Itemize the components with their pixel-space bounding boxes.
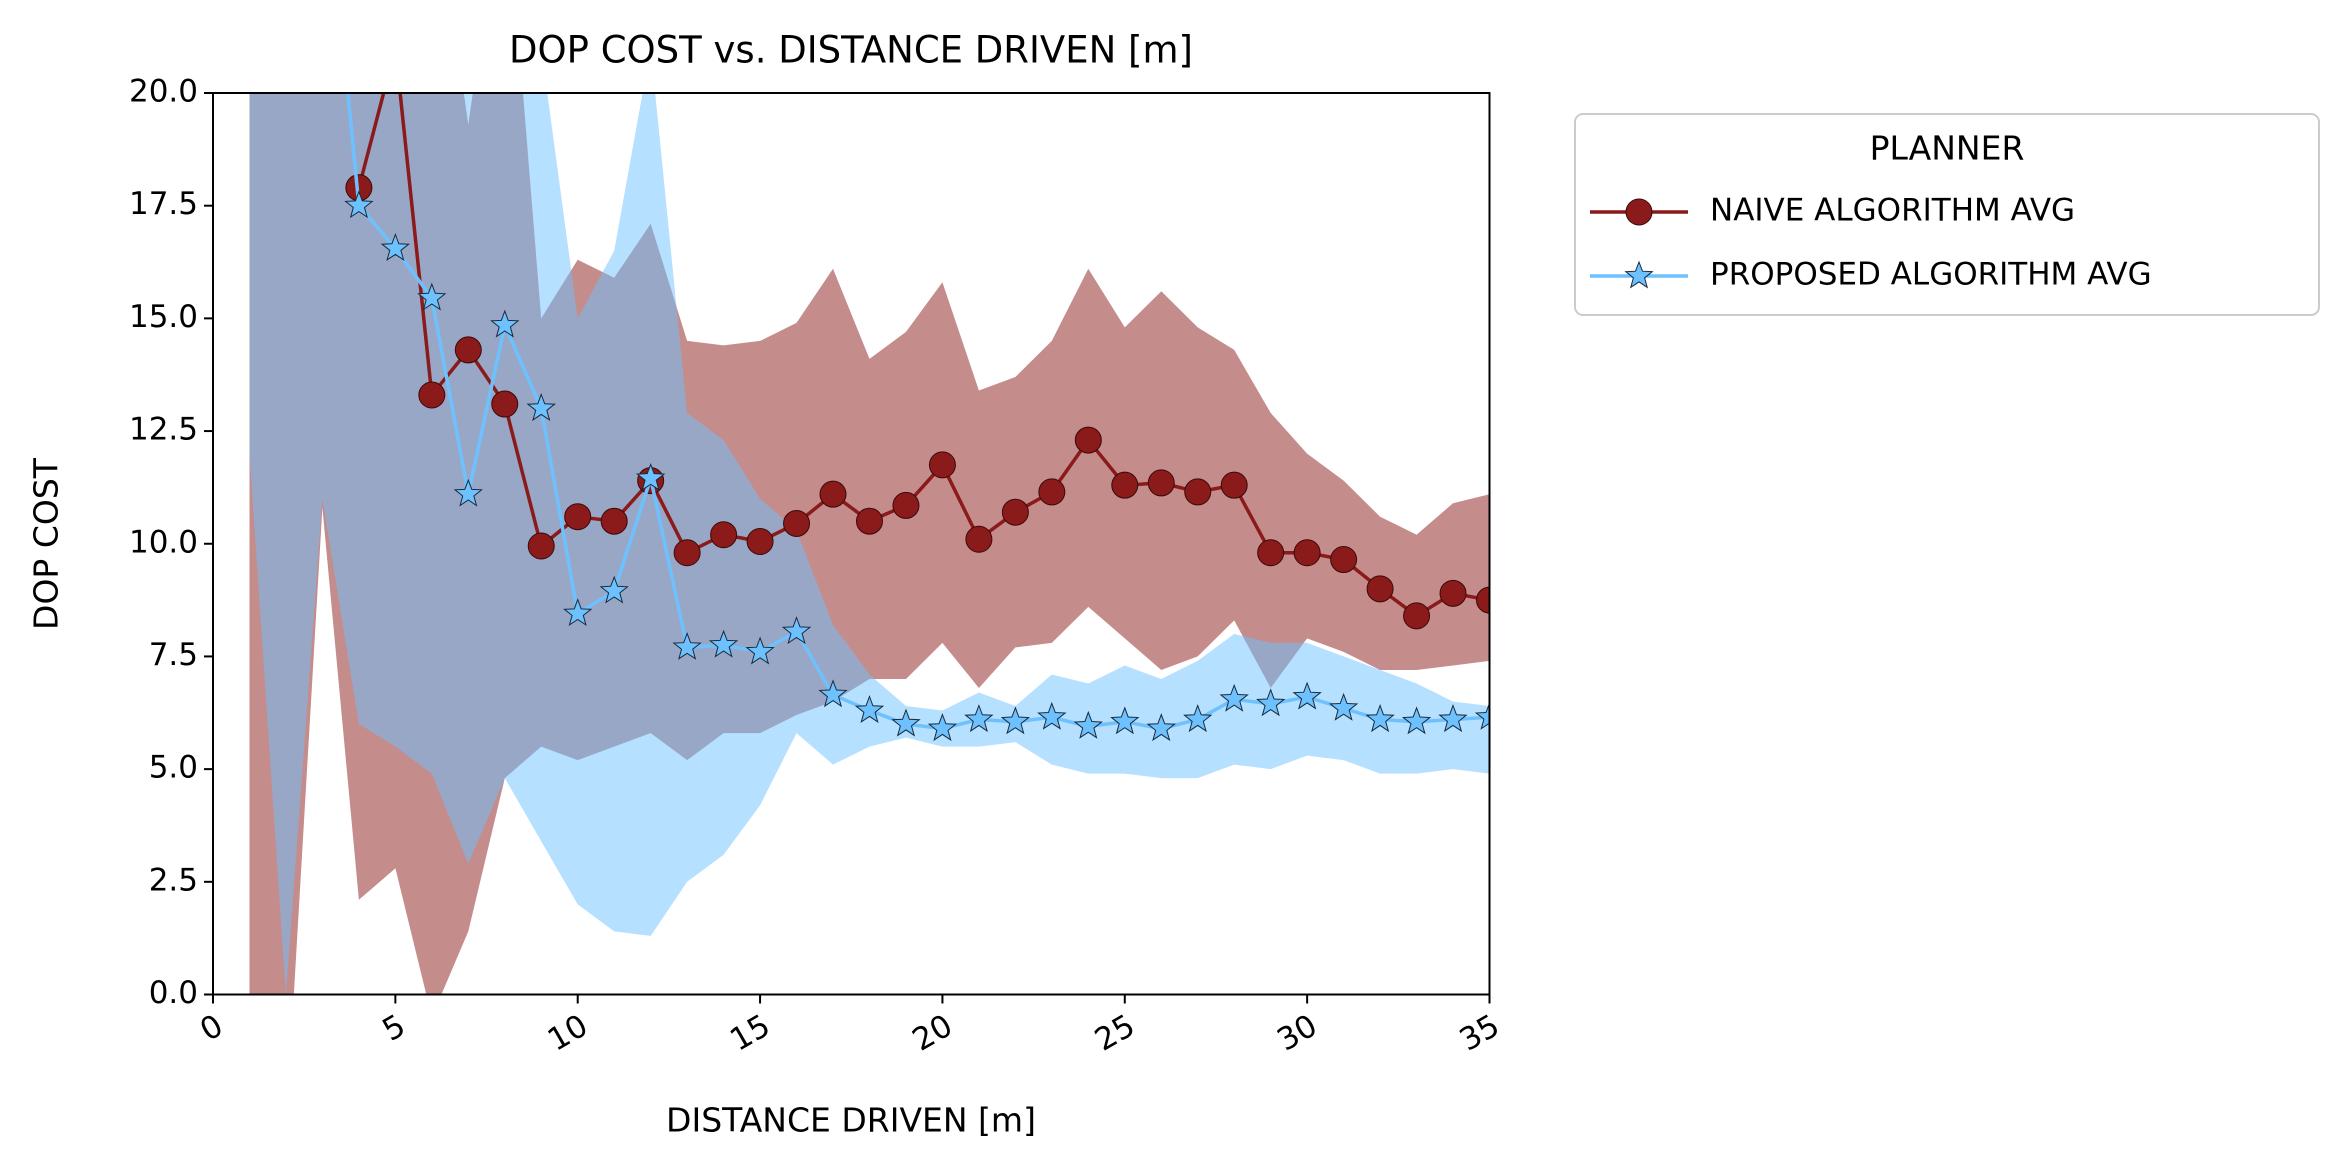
data-point xyxy=(600,507,628,535)
chart-title: DOP COST vs. DISTANCE DRIVEN [m] xyxy=(509,29,1193,72)
data-point xyxy=(1365,704,1395,733)
data-point xyxy=(1474,701,1490,730)
x-tick-label: 5 xyxy=(377,1008,412,1049)
data-point xyxy=(1183,704,1213,733)
data-point xyxy=(1401,706,1432,735)
y-tick-label: 20.0 xyxy=(129,74,198,110)
data-point xyxy=(1403,602,1431,630)
data-point xyxy=(1074,426,1102,454)
data-point xyxy=(1110,706,1140,735)
x-tick-label: 15 xyxy=(724,1008,776,1059)
x-tick-label: 30 xyxy=(1271,1008,1323,1059)
data-point xyxy=(1219,683,1249,712)
data-point xyxy=(1328,692,1359,721)
data-point xyxy=(454,336,482,364)
data-point xyxy=(564,503,592,531)
x-tick-label: 10 xyxy=(542,1008,594,1059)
x-tick-label: 0 xyxy=(194,1008,229,1049)
data-point xyxy=(854,695,885,724)
legend-label: PROPOSED ALGORITHM AVG xyxy=(1710,257,2152,293)
data-point xyxy=(1293,539,1321,567)
data-point xyxy=(892,491,920,519)
data-point xyxy=(710,521,738,549)
data-point xyxy=(1038,478,1066,506)
data-point xyxy=(1476,586,1490,614)
data-point xyxy=(1220,471,1248,499)
data-point xyxy=(417,282,447,311)
y-tick-label: 17.5 xyxy=(129,186,198,222)
y-tick-label: 5.0 xyxy=(149,750,198,786)
data-point xyxy=(745,636,775,665)
data-point xyxy=(1438,704,1468,733)
data-point xyxy=(965,525,993,553)
data-point xyxy=(382,35,408,61)
y-tick-label: 0.0 xyxy=(149,975,198,1011)
data-point xyxy=(1147,469,1175,497)
data-point xyxy=(855,507,883,535)
data-point xyxy=(1073,710,1103,739)
data-point xyxy=(781,616,812,645)
data-point xyxy=(1111,471,1139,499)
data-point xyxy=(891,708,921,737)
legend-title: PLANNER xyxy=(1870,129,2025,168)
data-point xyxy=(818,679,848,708)
legend-marker xyxy=(1624,260,1654,289)
y-tick-label: 12.5 xyxy=(129,412,198,448)
data-point xyxy=(563,598,593,627)
data-point xyxy=(673,539,701,567)
plot-area xyxy=(249,35,1490,995)
data-point xyxy=(1439,579,1467,607)
legend-label: NAIVE ALGORITHM AVG xyxy=(1710,193,2075,229)
x-tick-label: 35 xyxy=(1454,1008,1506,1059)
y-axis-label: DOP COST xyxy=(27,457,66,630)
data-point xyxy=(1037,701,1067,730)
data-point xyxy=(1330,546,1358,574)
data-point xyxy=(527,532,555,560)
y-tick-label: 2.5 xyxy=(149,862,198,898)
data-point xyxy=(746,527,774,555)
data-point xyxy=(635,462,666,491)
y-tick-label: 15.0 xyxy=(129,299,198,335)
data-point xyxy=(1257,539,1285,567)
x-tick-label: 25 xyxy=(1089,1008,1141,1059)
data-point xyxy=(928,451,956,479)
data-point xyxy=(1256,688,1286,717)
x-axis-label: DISTANCE DRIVEN [m] xyxy=(666,1101,1036,1140)
data-point xyxy=(1366,575,1394,603)
data-point xyxy=(491,390,519,418)
data-point xyxy=(599,575,629,604)
data-point xyxy=(964,704,994,733)
y-tick-label: 10.0 xyxy=(129,524,198,560)
data-point xyxy=(418,381,446,409)
y-tick-label: 7.5 xyxy=(149,637,198,673)
data-point xyxy=(672,631,702,660)
x-tick-label: 20 xyxy=(907,1008,959,1059)
data-point xyxy=(1146,713,1176,742)
error-band xyxy=(249,93,1490,995)
data-point xyxy=(380,233,411,261)
data-point xyxy=(1184,478,1212,506)
data-point xyxy=(526,393,556,422)
legend-box xyxy=(1574,113,2320,316)
data-point xyxy=(453,478,483,507)
data-point xyxy=(1001,498,1029,526)
data-point xyxy=(1000,706,1031,735)
data-point xyxy=(783,509,811,537)
data-point xyxy=(344,190,374,219)
data-point xyxy=(819,480,847,508)
legend-marker xyxy=(1625,198,1653,226)
data-point xyxy=(708,629,739,658)
data-point xyxy=(927,713,958,742)
data-point xyxy=(490,309,520,338)
data-point xyxy=(1292,681,1322,710)
